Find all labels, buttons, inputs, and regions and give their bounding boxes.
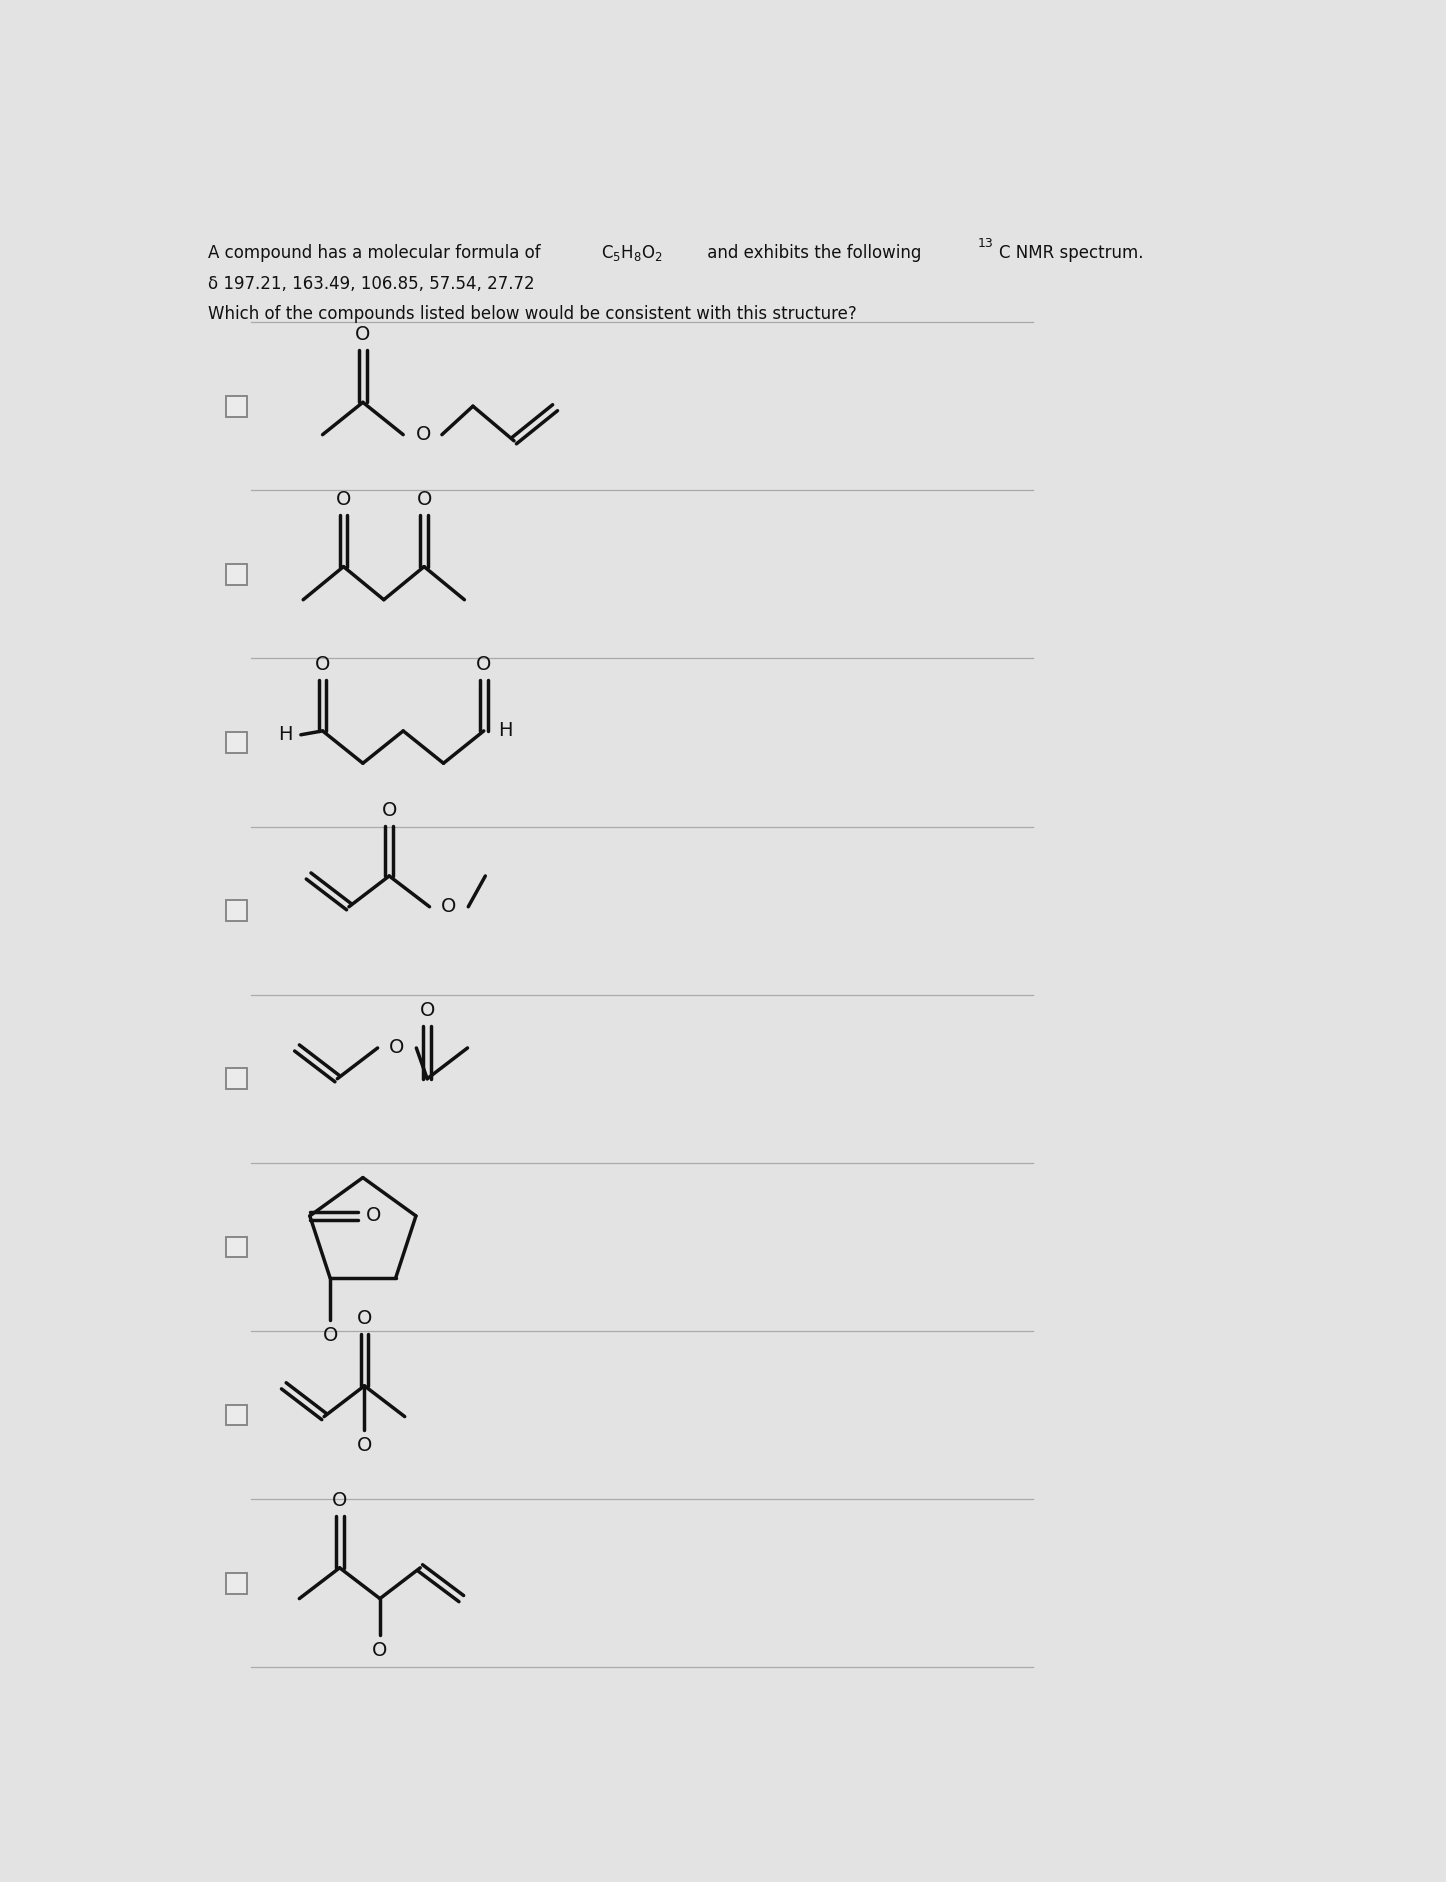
Text: $\mathdefault{C_5H_8O_2}$: $\mathdefault{C_5H_8O_2}$ xyxy=(600,243,662,263)
Text: O: O xyxy=(382,802,396,821)
Text: H: H xyxy=(278,725,292,743)
Text: O: O xyxy=(416,489,432,510)
Text: O: O xyxy=(356,326,370,344)
FancyBboxPatch shape xyxy=(226,900,247,920)
Text: O: O xyxy=(366,1206,382,1225)
Text: 13: 13 xyxy=(977,237,993,250)
Text: A compound has a molecular formula of: A compound has a molecular formula of xyxy=(208,245,545,262)
Text: O: O xyxy=(415,425,431,444)
Text: O: O xyxy=(476,655,492,674)
Text: O: O xyxy=(389,1039,405,1058)
FancyBboxPatch shape xyxy=(226,565,247,585)
FancyBboxPatch shape xyxy=(226,732,247,753)
Text: O: O xyxy=(333,1491,347,1511)
Text: O: O xyxy=(357,1310,372,1329)
Text: H: H xyxy=(499,721,513,740)
Text: O: O xyxy=(335,489,351,510)
Text: O: O xyxy=(419,1001,435,1020)
Text: O: O xyxy=(322,1327,338,1346)
Text: Which of the compounds listed below would be consistent with this structure?: Which of the compounds listed below woul… xyxy=(208,305,856,324)
Text: O: O xyxy=(372,1641,388,1660)
Text: δ 197.21, 163.49, 106.85, 57.54, 27.72: δ 197.21, 163.49, 106.85, 57.54, 27.72 xyxy=(208,275,535,292)
FancyBboxPatch shape xyxy=(226,1573,247,1594)
Text: O: O xyxy=(357,1436,372,1455)
Text: C NMR spectrum.: C NMR spectrum. xyxy=(999,245,1144,262)
FancyBboxPatch shape xyxy=(226,1404,247,1425)
Text: and exhibits the following: and exhibits the following xyxy=(701,245,927,262)
Text: O: O xyxy=(441,898,455,917)
Text: O: O xyxy=(315,655,330,674)
FancyBboxPatch shape xyxy=(226,395,247,416)
FancyBboxPatch shape xyxy=(226,1236,247,1257)
FancyBboxPatch shape xyxy=(226,1069,247,1090)
